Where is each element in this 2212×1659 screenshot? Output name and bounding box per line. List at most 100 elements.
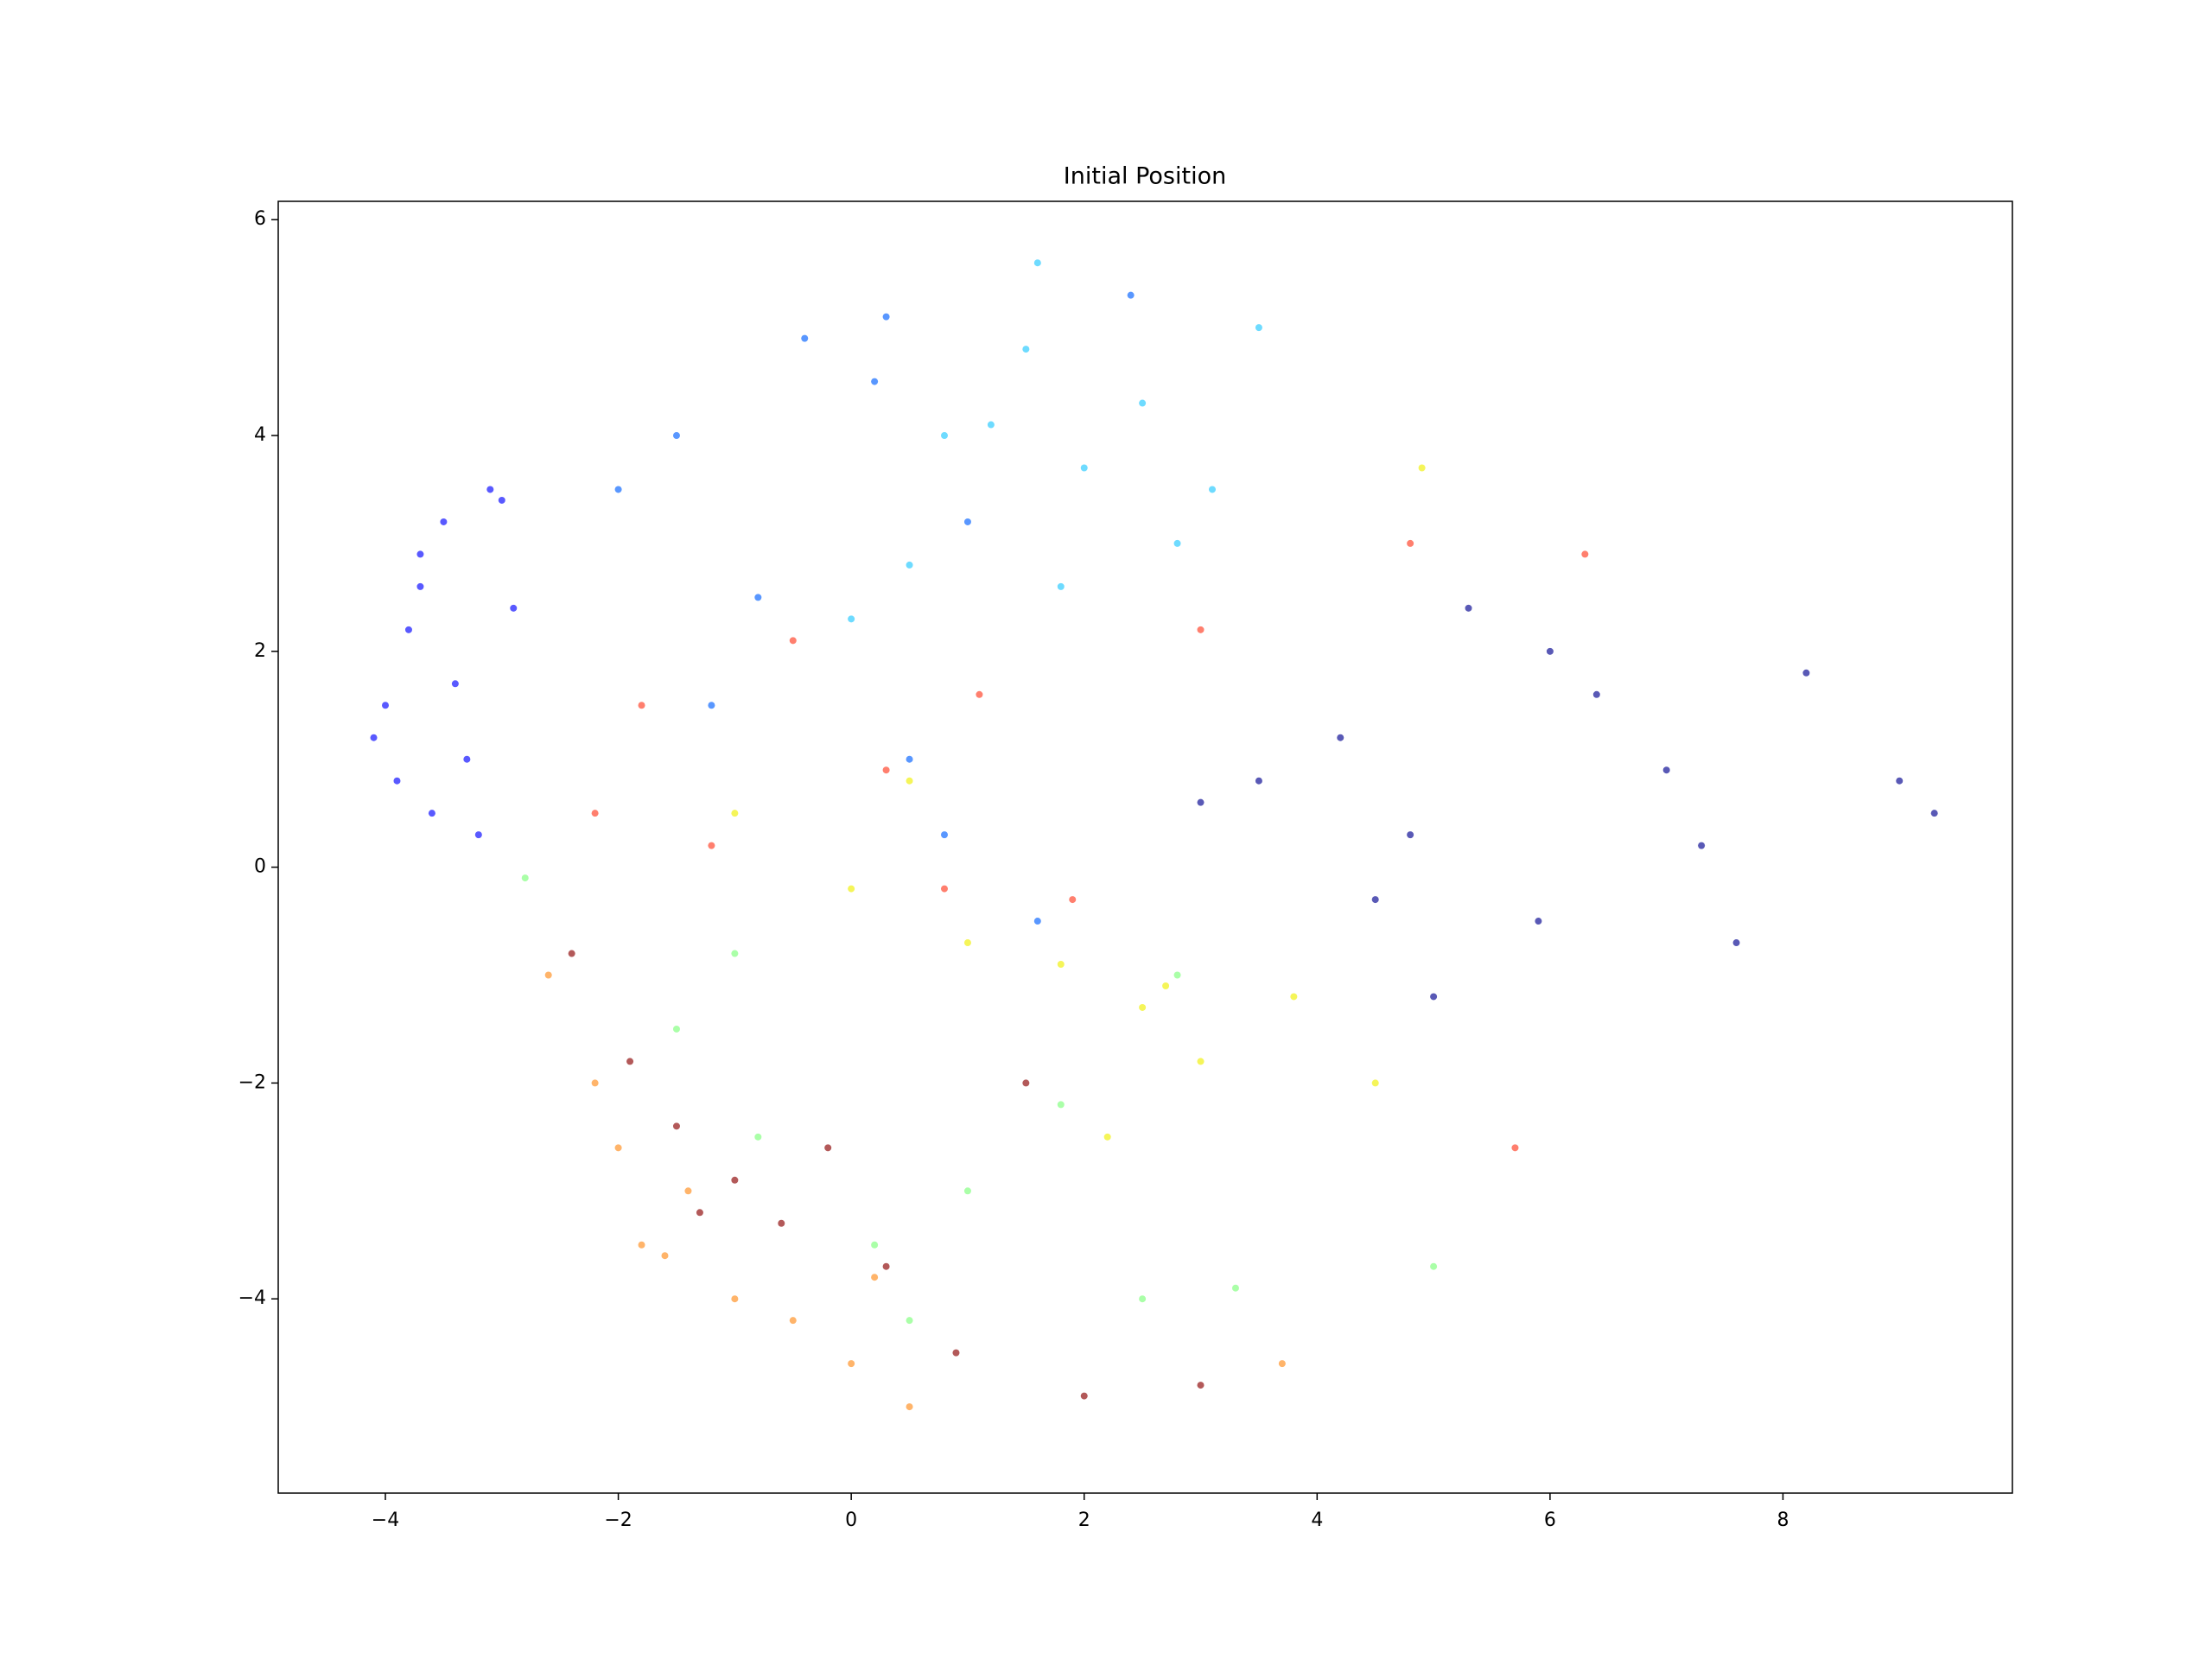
point <box>1546 647 1554 655</box>
point <box>801 334 809 342</box>
point <box>1337 734 1344 741</box>
y-tick-label: −2 <box>238 1071 266 1093</box>
point <box>393 777 401 785</box>
point <box>1022 346 1030 353</box>
point <box>871 1274 879 1281</box>
point <box>906 561 913 569</box>
point <box>1930 810 1938 817</box>
point <box>568 950 575 957</box>
point <box>1371 896 1379 904</box>
point <box>731 1176 739 1184</box>
point <box>731 950 739 957</box>
point <box>510 604 518 612</box>
point <box>1173 539 1181 547</box>
point <box>976 690 983 698</box>
point <box>848 615 855 623</box>
point <box>963 1187 971 1195</box>
point <box>486 486 494 493</box>
x-tick-label: −4 <box>372 1510 399 1531</box>
point <box>1057 961 1065 969</box>
point <box>451 680 459 688</box>
point <box>428 810 435 817</box>
point <box>963 518 971 525</box>
point <box>789 1317 797 1325</box>
point <box>731 810 739 817</box>
point <box>871 378 879 385</box>
point <box>544 971 552 979</box>
point <box>848 1360 855 1368</box>
point <box>440 518 448 525</box>
point <box>882 313 890 321</box>
point <box>1127 291 1135 299</box>
point <box>906 755 913 763</box>
point <box>940 432 948 440</box>
y-tick-label: −4 <box>238 1287 266 1309</box>
point <box>1197 626 1205 633</box>
point <box>1592 690 1600 698</box>
point <box>1255 777 1262 785</box>
point <box>1197 798 1205 806</box>
point <box>754 594 762 601</box>
point <box>474 831 482 839</box>
point <box>404 626 412 633</box>
point <box>498 496 505 504</box>
x-tick-label: 2 <box>1078 1510 1090 1531</box>
point <box>1698 842 1706 849</box>
point <box>1209 486 1217 493</box>
point <box>1418 464 1426 472</box>
point <box>871 1241 879 1249</box>
point <box>672 1122 680 1130</box>
point <box>1173 971 1181 979</box>
point <box>1162 982 1170 989</box>
x-tick-label: 8 <box>1777 1510 1789 1531</box>
point <box>1430 1262 1438 1270</box>
point <box>1103 1133 1111 1141</box>
point <box>906 777 913 785</box>
point <box>370 734 378 741</box>
point <box>1371 1079 1379 1087</box>
point <box>626 1058 634 1065</box>
point <box>940 831 948 839</box>
y-tick-label: 6 <box>254 208 266 230</box>
point <box>696 1209 703 1217</box>
point <box>1231 1284 1239 1292</box>
point <box>382 702 390 709</box>
point <box>1535 918 1542 925</box>
x-tick-label: 0 <box>845 1510 857 1531</box>
point <box>1197 1382 1205 1389</box>
chart-title: Initial Position <box>1064 163 1226 190</box>
point <box>672 432 680 440</box>
point <box>824 1144 832 1152</box>
point <box>672 1025 680 1033</box>
point <box>1511 1144 1519 1152</box>
point <box>1080 1392 1088 1400</box>
point <box>882 1262 890 1270</box>
point <box>906 1403 913 1411</box>
point <box>1430 993 1438 1001</box>
point <box>614 1144 622 1152</box>
y-tick-label: 4 <box>254 424 266 446</box>
point <box>789 637 797 645</box>
point <box>1139 1295 1147 1303</box>
point <box>963 939 971 947</box>
point <box>708 702 715 709</box>
point <box>416 550 424 558</box>
point <box>1139 399 1147 407</box>
point <box>1896 777 1904 785</box>
point <box>1407 539 1414 547</box>
point <box>952 1349 960 1357</box>
point <box>754 1133 762 1141</box>
point <box>987 421 995 429</box>
plot-frame <box>277 200 2013 1494</box>
point <box>1581 550 1589 558</box>
point <box>778 1219 785 1227</box>
point <box>731 1295 739 1303</box>
point <box>591 810 599 817</box>
point <box>1290 993 1298 1001</box>
point <box>1033 259 1041 267</box>
x-tick-label: 4 <box>1311 1510 1323 1531</box>
point <box>1465 604 1472 612</box>
point <box>906 1317 913 1325</box>
